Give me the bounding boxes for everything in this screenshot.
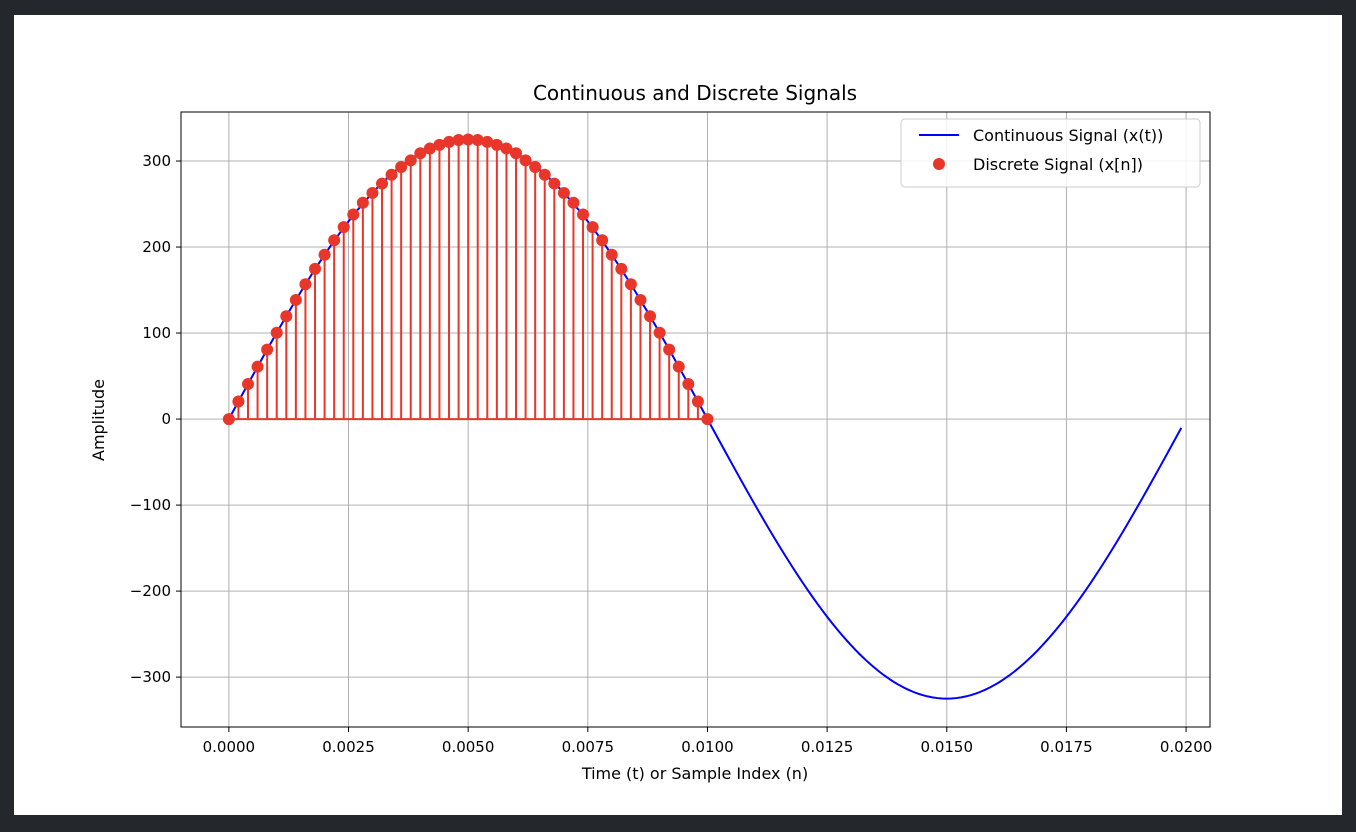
stem-marker [567,196,580,209]
x-tick-label: 0.0125 [801,738,854,756]
legend-label-discrete: Discrete Signal (x[n]) [973,155,1143,174]
stem-marker [280,310,293,323]
stem-marker [232,395,245,408]
stem-marker [347,208,360,221]
stem-marker [663,343,676,356]
stem-marker [328,234,341,247]
stem-marker [337,221,350,234]
y-tick-label: −100 [130,496,171,514]
discrete-stems [228,139,708,421]
stem-marker [519,154,532,167]
stem-marker [376,177,389,190]
stem-marker [433,138,446,151]
y-tick-label: 100 [142,324,171,342]
stem-marker [356,196,369,209]
x-tick-label: 0.0200 [1160,738,1213,756]
stem-marker [270,326,283,339]
legend-marker-swatch [933,158,945,170]
stem-marker [577,208,590,221]
stem-marker [557,186,570,199]
y-tick-label: −300 [130,668,171,686]
stem-marker [701,413,714,426]
stem-marker [481,135,494,148]
stem-marker [500,142,513,155]
y-tick-label: 300 [142,152,171,170]
stem-marker [462,133,475,146]
stem-marker [634,293,647,306]
stem-marker [289,293,302,306]
stem-marker [385,168,398,181]
stem-marker [490,138,503,151]
stem-marker [605,248,618,261]
stem-marker [404,154,417,167]
stem-marker [414,147,427,160]
y-tick-label: 0 [161,410,171,428]
stem-marker [510,147,523,160]
signal-chart: 0.0000 0.0025 0.0050 0.0075 0.0100 0.0125 0.01… [89,81,1213,783]
stem-marker [624,278,637,291]
stem-marker [691,395,704,408]
stem-marker [222,413,235,426]
stem-marker [366,186,379,199]
legend-box [900,118,1201,188]
stem-marker [299,278,312,291]
x-tick-label: 0.0000 [203,738,256,756]
stem-marker [423,142,436,155]
stem-marker [672,360,685,373]
x-axis-label: Time (t) or Sample Index (n) [581,764,808,783]
y-ticks: −300 −200 −100 0 100 200 300 [130,152,181,686]
y-axis-label: Amplitude [89,379,108,461]
stem-marker [596,234,609,247]
stem-marker [452,134,465,147]
stem-marker [309,262,322,275]
stem-marker [682,378,695,391]
stem-marker [548,177,561,190]
x-tick-label: 0.0050 [442,738,495,756]
discrete-markers [222,133,714,426]
legend: Continuous Signal (x(t)) Discrete Signal… [900,118,1201,188]
stem-marker [471,134,484,147]
stem-marker [653,326,666,339]
stem-marker [242,378,255,391]
x-ticks: 0.0000 0.0025 0.0050 0.0075 0.0100 0.0125 0.01… [203,727,1213,756]
x-tick-label: 0.0025 [322,738,375,756]
y-tick-label: 200 [142,238,171,256]
y-tick-label: −200 [130,582,171,600]
stem-marker [538,168,551,181]
stem-marker [261,343,274,356]
chart-title: Continuous and Discrete Signals [533,81,857,105]
stem-marker [395,161,408,174]
stem-marker [644,310,657,323]
x-tick-label: 0.0150 [921,738,974,756]
stem-marker [586,221,599,234]
stem-marker [443,135,456,148]
stem-marker [318,248,331,261]
x-tick-label: 0.0075 [562,738,615,756]
stem-marker [615,262,628,275]
figure-panel: 0.0000 0.0025 0.0050 0.0075 0.0100 0.0125 0.01… [14,15,1342,815]
x-tick-label: 0.0175 [1040,738,1093,756]
x-tick-label: 0.0100 [681,738,734,756]
legend-label-continuous: Continuous Signal (x(t)) [973,126,1163,145]
stem-marker [529,161,542,174]
stem-marker [251,360,264,373]
